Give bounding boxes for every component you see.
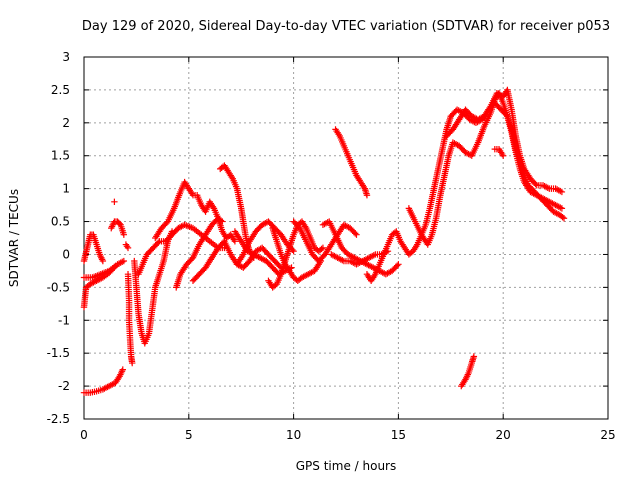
- y-tick-label: 2: [62, 116, 70, 130]
- data-point: [112, 263, 119, 270]
- data-point: [219, 218, 226, 225]
- data-point: [110, 264, 118, 271]
- y-tick-label: -2: [58, 379, 70, 393]
- data-series: [405, 90, 566, 248]
- y-tick-label: 2.5: [51, 83, 70, 97]
- data-series: [152, 178, 239, 245]
- data-series: [80, 263, 119, 311]
- x-tick-label: 5: [185, 428, 193, 442]
- y-tick-label: -1: [58, 313, 70, 327]
- y-tick-label: -2.5: [47, 412, 70, 426]
- plot-frame: [83, 56, 609, 420]
- y-tick-label: 0: [62, 247, 70, 261]
- data-point: [560, 215, 568, 222]
- y-tick-label: 1.5: [51, 149, 70, 163]
- data-point: [352, 230, 359, 237]
- y-tick-label: 1: [62, 182, 70, 196]
- data-series: [332, 126, 371, 199]
- data-series: [189, 238, 285, 284]
- data-point: [129, 359, 136, 367]
- data-point: [124, 244, 132, 252]
- data-point: [120, 231, 128, 238]
- data-point: [393, 262, 401, 269]
- data-point: [119, 366, 126, 373]
- data-series: [111, 198, 118, 205]
- data-point: [395, 261, 402, 268]
- data-series: [135, 221, 228, 278]
- data-series: [458, 353, 478, 390]
- y-tick-label: 3: [62, 50, 70, 64]
- data-point: [231, 238, 239, 245]
- data-point: [500, 152, 507, 159]
- data-series: [233, 218, 297, 268]
- data-point: [558, 205, 566, 212]
- data-series: [443, 86, 566, 196]
- data-series: [122, 241, 132, 252]
- data-series: [265, 218, 327, 291]
- data-point: [532, 180, 539, 188]
- data-point: [120, 257, 128, 265]
- data-point: [353, 231, 360, 238]
- data-series: [131, 228, 176, 347]
- data-series: [124, 271, 136, 367]
- y-tick-label: -1.5: [47, 346, 70, 360]
- x-tick-label: 0: [80, 428, 88, 442]
- data-series: [80, 366, 126, 396]
- data-point: [558, 188, 566, 196]
- data-point: [363, 192, 371, 199]
- data-marks: [80, 86, 568, 396]
- axes: 0 5 10 15 20 25 -2.5 -2 -1.5 -1 -0.5 0 0.5 1 1.5 2 2.5 3: [47, 50, 616, 442]
- data-point: [559, 213, 566, 221]
- data-point: [154, 239, 162, 246]
- data-point: [319, 244, 327, 252]
- data-series: [491, 145, 507, 159]
- data-point: [99, 257, 107, 265]
- data-point: [470, 353, 478, 360]
- x-tick-label: 15: [391, 428, 406, 442]
- data-series: [269, 224, 325, 284]
- x-tick-label: 10: [286, 428, 301, 442]
- x-tick-label: 20: [496, 428, 511, 442]
- y-axis-label: SDTVAR / TECUs: [7, 189, 21, 287]
- chart-title: Day 129 of 2020, Sidereal Day-to-day VTE…: [82, 19, 610, 34]
- y-tick-label: 0.5: [51, 215, 70, 229]
- data-series: [319, 218, 402, 278]
- data-point: [217, 217, 225, 224]
- data-point: [318, 245, 325, 253]
- data-series: [108, 218, 128, 238]
- data-series: [173, 215, 226, 291]
- x-axis-label: GPS time / hours: [296, 459, 397, 473]
- data-point: [290, 247, 297, 255]
- y-tick-label: -0.5: [47, 280, 70, 294]
- data-point: [111, 198, 118, 205]
- data-series: [80, 231, 107, 265]
- data-series: [363, 99, 568, 284]
- x-tick-label: 25: [600, 428, 615, 442]
